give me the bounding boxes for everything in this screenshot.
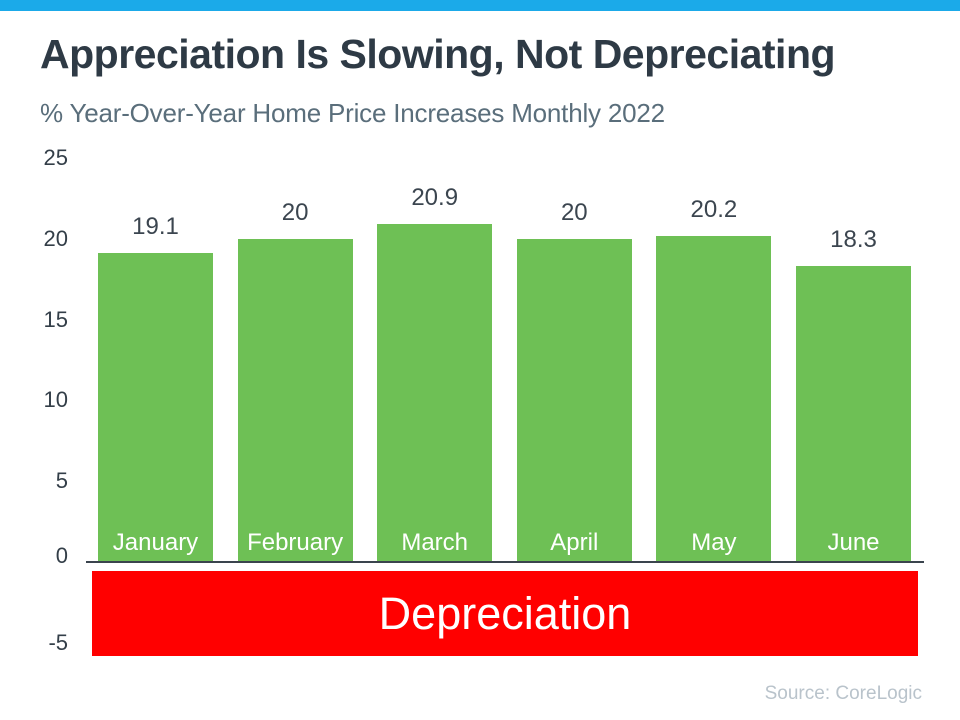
y-axis-tick-label: 5: [55, 468, 68, 494]
y-axis-tick-label: 10: [43, 387, 68, 413]
y-axis-tick-label: 0: [55, 543, 68, 568]
bar-category-label: January: [112, 528, 199, 556]
bar-value-label: 20: [281, 198, 309, 226]
depreciation-band: Depreciation: [92, 571, 918, 656]
bar-category-label: June: [827, 528, 880, 556]
y-axis-tick-label: 20: [43, 225, 68, 251]
page-subtitle: % Year-Over-Year Home Price Increases Mo…: [40, 98, 665, 128]
top-accent-bar: [0, 0, 960, 11]
y-axis-tick-label: -5: [48, 629, 68, 655]
bar: February: [237, 238, 353, 562]
bar: March: [377, 224, 493, 562]
page-title: Appreciation Is Slowing, Not Depreciatin…: [40, 31, 836, 77]
bar-value-label: 20.9: [411, 184, 459, 212]
bar-value-label: 20: [560, 198, 588, 226]
bar-category-label: May: [691, 528, 737, 556]
depreciation-label: Depreciation: [378, 588, 632, 639]
bar: January: [98, 253, 213, 562]
bar: June: [796, 266, 911, 562]
y-axis-tick-label: 25: [43, 145, 68, 170]
x-axis-line: [86, 561, 924, 563]
bar-category-label: March: [401, 528, 469, 556]
bar-value-label: 18.3: [830, 226, 877, 254]
bar: April: [516, 238, 632, 562]
bar-category-label: April: [550, 528, 599, 556]
source-caption: Source: CoreLogic: [764, 683, 922, 704]
bar-value-label: 20.2: [690, 195, 738, 223]
bar-category-label: February: [247, 528, 344, 556]
bar: May: [656, 235, 772, 562]
y-axis-tick-label: 15: [43, 306, 68, 332]
bar-value-label: 19.1: [132, 213, 179, 241]
